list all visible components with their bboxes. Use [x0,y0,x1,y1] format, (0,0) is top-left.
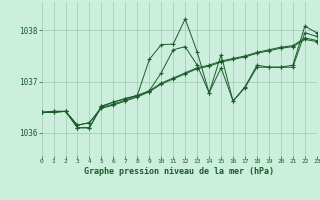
X-axis label: Graphe pression niveau de la mer (hPa): Graphe pression niveau de la mer (hPa) [84,167,274,176]
